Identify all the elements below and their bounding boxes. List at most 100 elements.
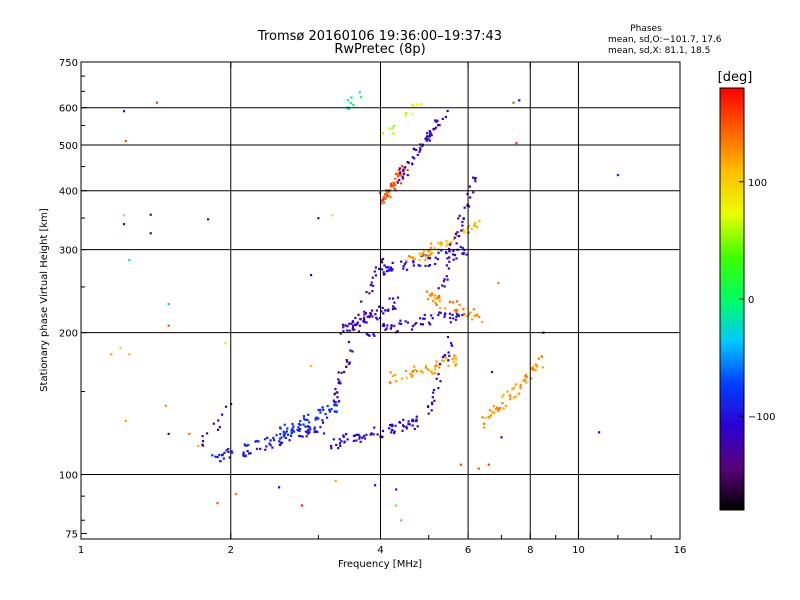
trace-point [396,296,400,299]
scatter-point [616,174,619,177]
trace-point [444,115,447,118]
trace-point [334,401,337,404]
trace-point [454,364,457,367]
trace-point [201,440,205,443]
scatter-point [235,492,238,496]
trace-point [402,169,405,172]
trace-point [380,202,383,205]
trace-point [439,380,442,383]
scatter-point [500,436,503,439]
trace-point [313,431,316,434]
trace-point [335,443,338,447]
trace-point [448,250,451,253]
trace-point [470,227,473,230]
trace-point [452,258,455,261]
trace-point [435,360,438,363]
scatter-point [395,488,398,491]
x-tick-label: 16 [674,545,687,556]
trace-point [315,430,318,433]
trace-point [423,249,426,253]
trace-point [438,366,441,369]
trace-point [337,371,340,374]
trace-point [451,313,454,316]
trace-point [388,268,391,271]
scatter-point [300,504,304,507]
trace-point [403,262,406,265]
trace-point [292,425,295,428]
trace-point [369,433,372,436]
trace-point [381,268,384,271]
trace-point [334,403,337,407]
scatter-point [459,463,462,466]
trace-point [305,435,308,438]
trace-point [393,430,396,433]
trace-point [382,200,385,204]
trace-point [272,436,275,439]
y-tick-label: 400 [59,187,78,198]
trace-point [358,437,361,440]
trace-point [402,265,405,268]
trace-point [427,138,430,141]
trace-point [401,177,405,180]
trace-point [269,444,272,447]
trace-point [384,309,387,312]
trace-point [358,324,361,327]
trace-point [291,428,294,431]
trace-point [456,231,459,234]
trace-point [306,431,309,434]
trace-point [358,435,361,438]
trace-point [388,427,391,430]
trace-point [392,132,395,135]
trace-point [368,334,371,337]
y-tick-label: 100 [59,471,78,482]
trace-point [444,354,447,357]
trace-point [467,224,471,228]
trace-point [450,342,453,345]
trace-point [463,312,466,316]
trace-point [338,442,342,445]
trace-point [357,433,360,436]
trace-point [430,314,433,317]
scatter-point [149,232,152,235]
trace-point [472,308,475,311]
trace-point [380,310,383,313]
trace-point [496,406,499,409]
trace-point [446,335,450,339]
trace-point [399,174,402,177]
trace-point [429,131,432,135]
trace-point [447,359,450,362]
trace-point [321,406,324,409]
trace-point [381,306,384,310]
trace-point [412,264,415,267]
trace-point [497,410,500,413]
trace-point [301,435,304,438]
trace-point [430,134,433,137]
trace-point [390,431,393,434]
trace-point [394,307,397,310]
trace-point [321,421,325,424]
trace-point [330,447,333,450]
trace-point [416,425,419,428]
trace-point [404,166,407,169]
trace-point [418,258,421,262]
trace-point [399,170,402,173]
trace-point [385,270,388,273]
trace-point [370,309,374,312]
trace-point [342,435,345,438]
trace-point [404,369,408,373]
trace-point [284,436,288,440]
trace-point [333,392,337,395]
trace-point [221,413,224,416]
trace-point [279,433,282,436]
trace-point [368,316,371,319]
trace-point [246,450,249,453]
trace-point [382,324,385,327]
trace-point [446,242,449,245]
trace-point [363,319,366,322]
trace-point [530,377,533,380]
trace-point [286,433,290,436]
trace-point [349,349,352,352]
trace-point [518,392,521,395]
trace-point [363,310,366,313]
trace-point [408,423,411,426]
